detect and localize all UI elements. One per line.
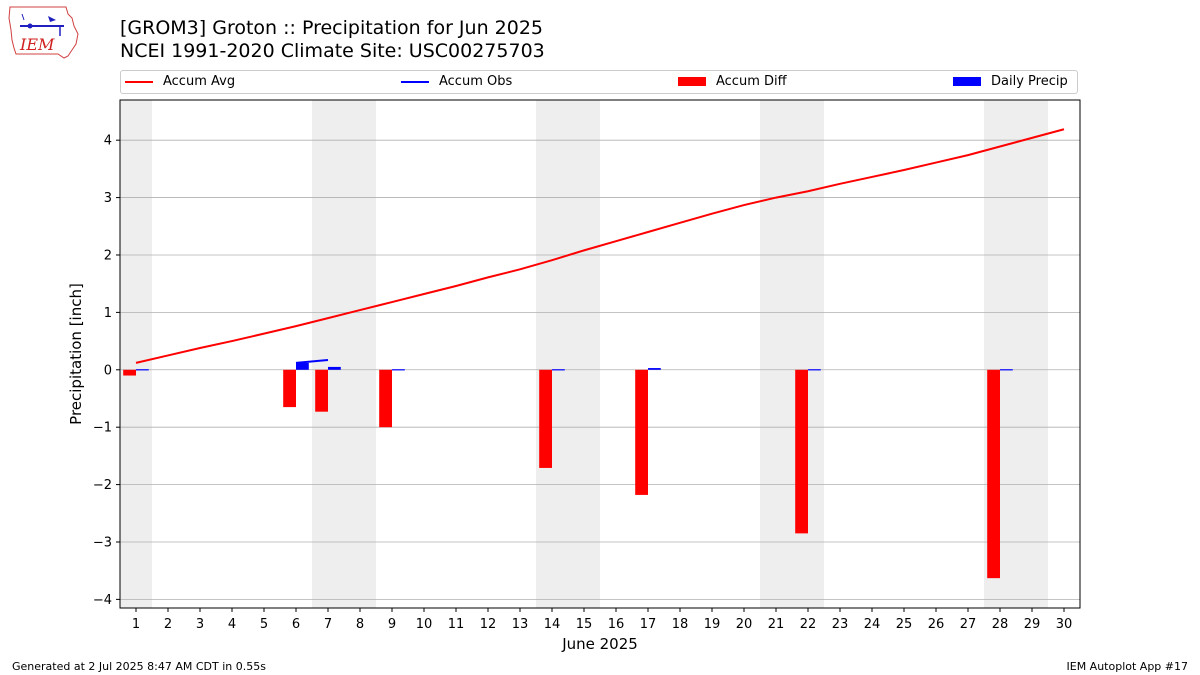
accum-diff-bar: [539, 369, 552, 468]
x-tick-label: 10: [416, 617, 433, 632]
weekend-shade-1: [312, 100, 376, 608]
legend-label-accum-obs: Accum Obs: [439, 74, 513, 89]
x-tick-label: 17: [640, 617, 657, 632]
legend-item-daily-precip: Daily Precip: [953, 74, 1068, 89]
legend-swatch-daily-precip: [953, 77, 981, 86]
legend-swatch-accum-obs: [401, 80, 429, 83]
x-tick-label: 9: [388, 617, 396, 632]
y-tick-label: −1: [93, 421, 112, 436]
x-tick-label: 12: [480, 617, 497, 632]
daily-precip-bar: [552, 369, 565, 371]
accum-diff-bar: [795, 369, 808, 534]
generated-footer: Generated at 2 Jul 2025 8:47 AM CDT in 0…: [12, 660, 266, 673]
x-tick-label: 19: [704, 617, 721, 632]
accum-diff-bar: [635, 369, 648, 495]
legend-swatch-accum-avg: [125, 80, 153, 83]
legend-swatch-accum-diff: [678, 77, 706, 86]
daily-precip-bar: [648, 368, 661, 370]
daily-precip-bar: [1000, 369, 1013, 371]
x-tick-label: 2: [164, 617, 172, 632]
x-tick-label: 11: [448, 617, 465, 632]
y-tick-label: −4: [93, 593, 112, 608]
x-tick-label: 27: [960, 617, 977, 632]
weekend-shade-3: [760, 100, 824, 608]
legend-item-accum-obs: Accum Obs: [401, 74, 512, 89]
accum-diff-bar: [283, 369, 296, 408]
y-tick-label: 2: [104, 248, 112, 263]
y-tick-label: 4: [104, 134, 112, 149]
x-tick-label: 28: [992, 617, 1009, 632]
accum-diff-bar: [987, 369, 1000, 579]
accum-diff-bar: [379, 369, 392, 428]
x-tick-label: 29: [1024, 617, 1041, 632]
y-tick-label: 1: [104, 306, 112, 321]
iem-logo: IEM: [8, 6, 79, 59]
accum-diff-bar: [315, 369, 328, 412]
y-tick-label: −3: [93, 535, 112, 550]
weekend-shade-0: [120, 100, 152, 608]
x-tick-label: 14: [544, 617, 561, 632]
y-axis-label: Precipitation [inch]: [67, 283, 85, 425]
daily-precip-bar: [136, 369, 149, 371]
x-axis-label: June 2025: [561, 635, 638, 653]
daily-precip-bar: [328, 366, 341, 370]
daily-precip-bar: [392, 369, 405, 371]
x-tick-label: 15: [576, 617, 593, 632]
x-tick-label: 3: [196, 617, 204, 632]
x-tick-label: 26: [928, 617, 945, 632]
y-tick-label: 0: [104, 363, 112, 378]
y-tick-label: 3: [104, 191, 112, 206]
x-tick-label: 18: [672, 617, 689, 632]
x-tick-label: 30: [1056, 617, 1073, 632]
x-tick-label: 20: [736, 617, 753, 632]
x-tick-label: 6: [292, 617, 300, 632]
plot-frame: [119, 99, 1081, 609]
app-footer: IEM Autoplot App #17: [1066, 660, 1189, 673]
x-tick-label: 24: [864, 617, 881, 632]
chart-subtitle: NCEI 1991-2020 Climate Site: USC00275703: [120, 40, 545, 62]
x-tick-label: 25: [896, 617, 913, 632]
chart-title: [GROM3] Groton :: Precipitation for Jun …: [120, 17, 544, 39]
x-tick-label: 5: [260, 617, 268, 632]
legend-item-accum-diff: Accum Diff: [678, 74, 787, 89]
x-tick-label: 21: [768, 617, 785, 632]
weekend-shade-2: [536, 100, 600, 608]
x-tick-label: 13: [512, 617, 529, 632]
legend-label-accum-diff: Accum Diff: [716, 74, 787, 89]
legend-label-accum-avg: Accum Avg: [163, 74, 236, 89]
daily-precip-bar: [808, 369, 821, 371]
x-tick-label: 23: [832, 617, 849, 632]
x-tick-label: 1: [132, 617, 140, 632]
legend-item-accum-avg: Accum Avg: [125, 74, 235, 89]
x-tick-label: 22: [800, 617, 817, 632]
legend: Accum Avg Accum Obs Accum Diff Daily Pre…: [120, 70, 1078, 94]
accum-avg-line: [135, 128, 1065, 364]
x-tick-label: 16: [608, 617, 625, 632]
x-tick-label: 7: [324, 617, 332, 632]
iem-logo-text: IEM: [19, 35, 55, 54]
legend-label-daily-precip: Daily Precip: [991, 74, 1068, 89]
accum-diff-bar: [123, 369, 136, 376]
x-tick-label: 8: [356, 617, 364, 632]
accum-obs-line: [295, 359, 329, 364]
daily-precip-bar: [296, 362, 309, 370]
y-tick-label: −2: [93, 478, 112, 493]
x-tick-label: 4: [228, 617, 236, 632]
